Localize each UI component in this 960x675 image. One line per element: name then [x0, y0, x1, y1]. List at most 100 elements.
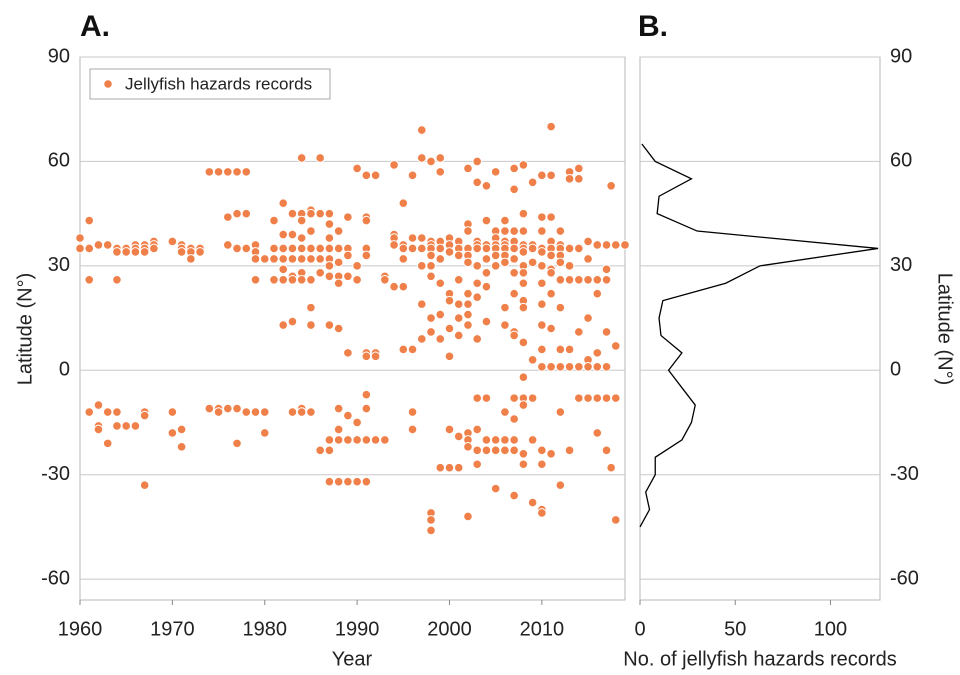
data-point [546, 268, 556, 278]
data-point [232, 243, 242, 254]
data-point [306, 208, 316, 219]
data-point [296, 243, 307, 254]
data-point [592, 361, 603, 372]
data-point [380, 274, 390, 285]
data-point [601, 393, 612, 403]
data-point [490, 250, 501, 261]
data-point [453, 250, 464, 261]
data-point [453, 299, 464, 309]
data-point [592, 428, 603, 438]
data-point [389, 281, 399, 292]
data-point [490, 483, 501, 494]
data-point [306, 302, 316, 313]
x-tick-label: 1970 [150, 618, 195, 640]
data-point [250, 274, 261, 285]
data-point [481, 393, 492, 403]
data-point [527, 393, 538, 403]
data-point [463, 257, 473, 268]
data-point [389, 160, 399, 170]
data-point [426, 525, 436, 536]
data-point [333, 403, 344, 414]
data-point [537, 170, 547, 181]
data-point [527, 435, 538, 445]
data-point [241, 167, 252, 177]
data-point [463, 320, 473, 330]
data-point [93, 240, 104, 250]
data-point [398, 344, 409, 355]
y-tick-label: -30 [41, 463, 70, 485]
data-point [278, 254, 289, 264]
data-point [435, 254, 446, 264]
data-point [509, 393, 519, 403]
data-point [574, 393, 584, 403]
data-point [518, 459, 529, 470]
data-point [574, 174, 584, 184]
data-point [241, 243, 252, 254]
data-point [241, 407, 252, 417]
data-point [361, 215, 372, 226]
data-point [222, 403, 233, 414]
x-axis-label: No. of jellyfish hazards records [623, 648, 896, 670]
data-point [324, 445, 335, 456]
data-point [426, 313, 436, 323]
data-point [380, 435, 390, 445]
data-point [352, 476, 362, 487]
data-point [278, 229, 289, 240]
data-point [463, 299, 473, 309]
data-point [500, 445, 510, 456]
data-point [509, 414, 519, 424]
data-point [537, 226, 547, 236]
data-point [546, 288, 556, 299]
data-point [407, 170, 418, 181]
data-point [435, 309, 446, 320]
data-point [84, 407, 95, 417]
data-point [75, 233, 85, 243]
data-point [186, 254, 196, 264]
data-point [398, 281, 409, 292]
data-point [555, 302, 566, 313]
data-point [592, 288, 603, 299]
data-point [407, 344, 418, 355]
y-tick-label: 0 [890, 359, 901, 381]
data-point [269, 274, 279, 285]
data-point [259, 254, 270, 264]
x-tick-label: 2010 [520, 618, 565, 640]
data-point [509, 268, 519, 278]
data-point [463, 511, 473, 522]
data-point [407, 243, 418, 254]
data-point [518, 449, 529, 459]
data-point [176, 424, 187, 435]
data-point [306, 407, 316, 417]
data-point [537, 212, 547, 222]
data-point [527, 355, 538, 365]
data-point [306, 274, 316, 285]
data-point [407, 424, 418, 435]
data-point [287, 254, 298, 264]
data-point [426, 261, 436, 271]
data-point [472, 177, 483, 188]
data-point [564, 344, 575, 355]
x-tick-label: 1990 [335, 618, 380, 640]
y-tick-label: 60 [48, 150, 70, 172]
data-point [306, 254, 316, 264]
data-point [564, 445, 575, 456]
data-point [361, 170, 372, 181]
data-point [490, 167, 501, 177]
data-point [278, 320, 289, 330]
data-point [509, 226, 519, 236]
y-tick-label: -60 [41, 567, 70, 589]
data-point [343, 435, 353, 445]
data-point [481, 254, 492, 264]
data-point [416, 233, 427, 243]
data-point [361, 435, 372, 445]
data-point [601, 327, 612, 337]
data-point [564, 174, 575, 184]
data-point [93, 424, 104, 435]
data-point [481, 316, 492, 327]
x-axis-label: Year [332, 648, 373, 670]
data-point [435, 153, 446, 163]
data-point [333, 435, 344, 445]
data-point [583, 274, 593, 285]
data-point [527, 257, 538, 268]
data-point [610, 240, 621, 250]
